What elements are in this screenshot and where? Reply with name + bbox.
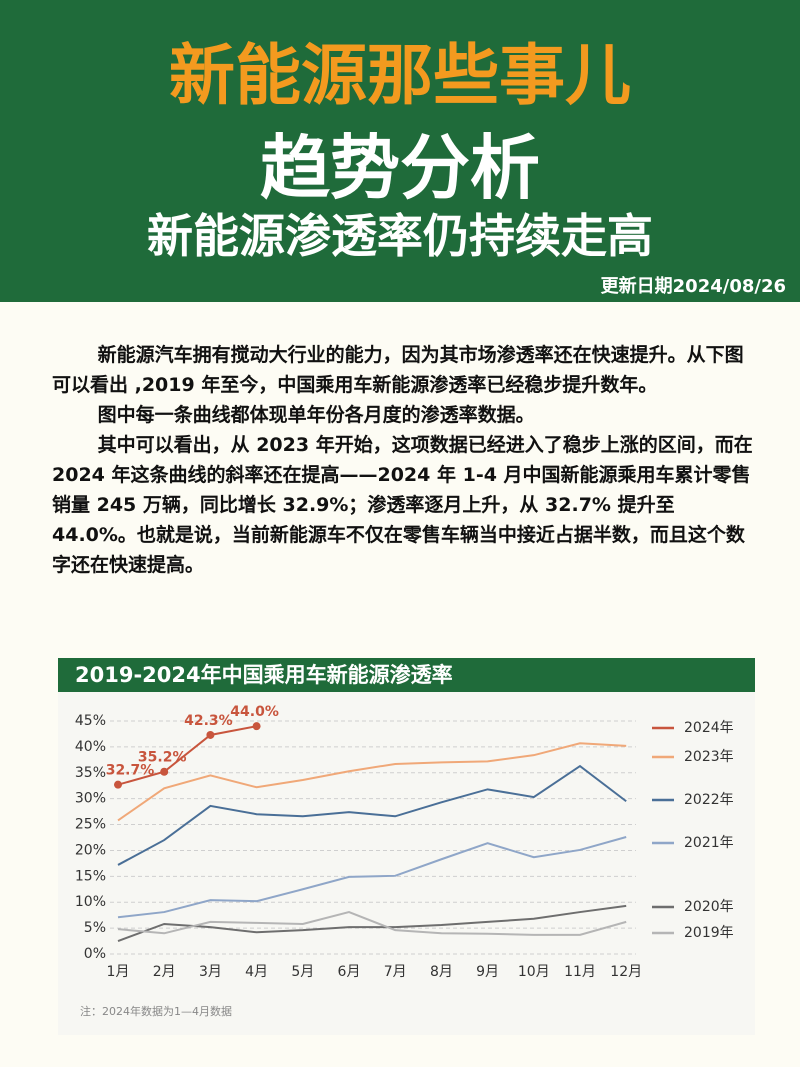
note: 注：2024年数据为1—4月数据 [80, 1004, 232, 1018]
x-tick-label: 1月 [107, 964, 130, 980]
value-label: 32.7% [106, 763, 155, 779]
header: 新能源那些事儿 趋势分析 新能源渗透率仍持续走高 更新日期2024/08/26 [0, 0, 800, 302]
chart-title-bar [58, 658, 755, 692]
series-line [117, 836, 627, 919]
point [252, 722, 261, 731]
point [160, 767, 169, 776]
date: 更新日期2024/08/26 [600, 276, 786, 297]
point [206, 730, 215, 739]
y-tick-label: 25% [75, 817, 106, 833]
x-tick-label: 5月 [291, 964, 314, 980]
value-label: 35.2% [138, 750, 187, 766]
y-tick-label: 40% [75, 739, 106, 755]
legend-label: 2019年 [684, 925, 734, 941]
y-tick-label: 35% [75, 765, 106, 781]
y-tick-label: 15% [75, 868, 106, 884]
legend-label: 2020年 [684, 899, 734, 915]
x-tick-label: 4月 [245, 964, 268, 980]
legend-label: 2024年 [684, 720, 734, 736]
article: 新能源汽车拥有搅动大行业的能力，因为其市场渗透率还在快速提升。从下图可以看出 ,… [52, 340, 762, 580]
y-tick-label: 30% [75, 791, 106, 807]
y-tick-label: 5% [84, 920, 106, 936]
series-line [117, 742, 627, 822]
x-tick-label: 11月 [564, 964, 596, 980]
series-line [117, 725, 257, 786]
x-tick-label: 12月 [610, 964, 642, 980]
y-tick-label: 0% [84, 946, 106, 962]
value-label: 44.0% [230, 704, 279, 720]
headline: 新能源渗透率仍持续走高 [147, 209, 653, 263]
series-line [117, 764, 627, 866]
legend-label: 2023年 [684, 749, 734, 765]
x-tick-label: 7月 [384, 964, 407, 980]
subtitle: 趋势分析 [260, 127, 540, 209]
y-tick-label: 20% [75, 842, 106, 858]
x-tick-label: 3月 [199, 964, 222, 980]
value-label: 42.3% [184, 713, 233, 729]
legend-label: 2022年 [684, 792, 734, 808]
legend-label: 2021年 [684, 835, 734, 851]
x-tick-label: 6月 [338, 964, 361, 980]
title: 新能源那些事儿 [169, 37, 631, 114]
y-tick-label: 45% [75, 713, 106, 729]
x-tick-label: 10月 [518, 964, 550, 980]
paragraph: 新能源汽车拥有搅动大行业的能力，因为其市场渗透率还在快速提升。从下图可以看出 ,… [52, 344, 744, 396]
paragraph: 图中每一条曲线都体现单年份各月度的渗透率数据。 [97, 404, 535, 426]
x-tick-label: 2月 [153, 964, 176, 980]
x-tick-label: 9月 [476, 964, 499, 980]
chart: 2019-2024年中国乘用车新能源渗透率 注：2024年数据为1—4月数据 0… [58, 658, 755, 1035]
series-line [117, 904, 627, 942]
point [114, 780, 122, 789]
y-tick-label: 10% [75, 894, 106, 910]
x-tick-label: 8月 [430, 964, 453, 980]
paragraph: 其中可以看出，从 2023 年开始，这项数据已经进入了稳步上涨的区间，而在 20… [52, 434, 753, 576]
chart-title: 2019-2024年中国乘用车新能源渗透率 [75, 663, 453, 687]
series-line [117, 911, 627, 936]
